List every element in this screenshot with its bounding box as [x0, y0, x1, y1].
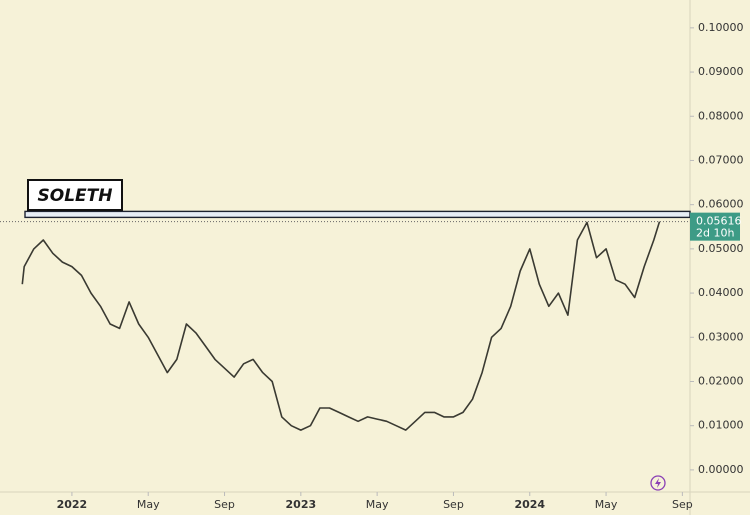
y-tick-label: 0.09000	[698, 65, 744, 78]
x-tick-label: May	[366, 498, 389, 511]
y-tick-label: 0.10000	[698, 21, 744, 34]
resistance-band	[24, 210, 691, 219]
y-tick-label: 0.08000	[698, 109, 744, 122]
x-tick-label: Sep	[672, 498, 693, 511]
flash-icon-bolt	[655, 478, 661, 488]
countdown-label: 2d 10h	[696, 227, 734, 240]
x-tick-label: May	[137, 498, 160, 511]
x-tick-label: 2024	[514, 498, 545, 511]
x-tick-label: 2023	[286, 498, 317, 511]
x-tick-label: 2022	[57, 498, 88, 511]
y-tick-label: 0.07000	[698, 153, 744, 166]
x-tick-label: May	[595, 498, 618, 511]
y-tick-label: 0.05000	[698, 242, 744, 255]
annotation-box	[27, 179, 123, 211]
y-tick-label: 0.02000	[698, 374, 744, 387]
flash-icon[interactable]	[650, 475, 666, 491]
x-tick-label: Sep	[214, 498, 235, 511]
annotation: SOLETH	[38, 186, 113, 206]
last-price-tag	[690, 212, 740, 241]
price-line	[21, 221, 661, 431]
y-tick-label: 0.06000	[698, 198, 744, 211]
y-tick-label: 0.04000	[698, 286, 744, 299]
y-tick-label: 0.00000	[698, 463, 744, 476]
y-tick-label: 0.03000	[698, 330, 744, 343]
y-tick-label: 0.01000	[698, 419, 744, 432]
last-price-label: 0.05616	[696, 215, 742, 228]
x-tick-label: Sep	[443, 498, 464, 511]
